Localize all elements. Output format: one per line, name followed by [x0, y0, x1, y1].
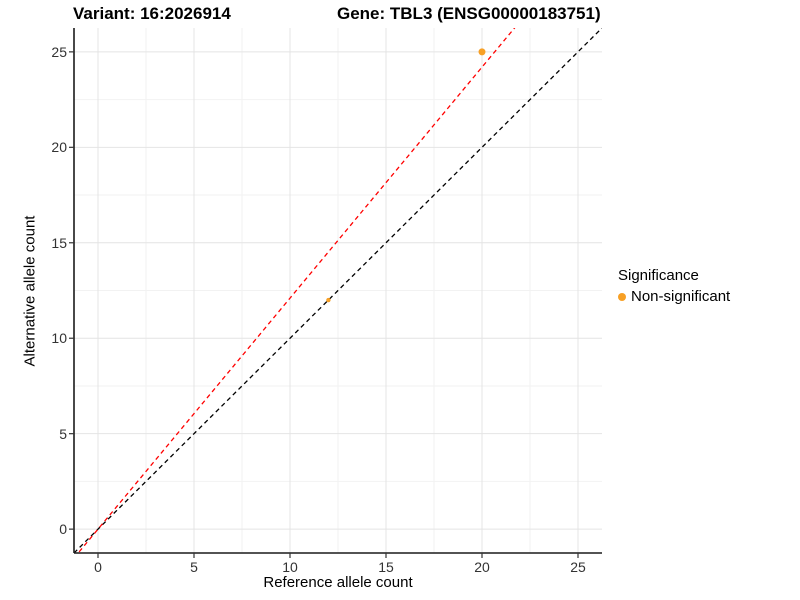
allelic-ratio-line: [77, 28, 516, 553]
gene-title: Gene: TBL3 (ENSG00000183751): [337, 4, 601, 23]
x-tick-label: 15: [378, 559, 394, 575]
y-tick-label: 10: [51, 330, 67, 347]
y-axis-title: Alternative allele count: [21, 215, 39, 367]
legend-item-non-significant: Non-significant: [618, 288, 730, 305]
non-significant-point-icon: [618, 292, 626, 301]
x-tick-label: 25: [570, 559, 586, 575]
x-tick-label: 20: [474, 559, 490, 575]
identity-line: [74, 28, 602, 553]
x-axis-title: Reference allele count: [263, 574, 413, 591]
y-tick-label: 20: [51, 139, 67, 156]
variant-title: Variant: 16:2026914: [73, 4, 231, 23]
y-tick-label: 15: [51, 234, 67, 251]
y-tick-label: 0: [59, 521, 67, 538]
y-tick-label: 5: [59, 425, 67, 442]
legend-item-label: Non-significant: [631, 288, 731, 305]
data-point: [326, 297, 331, 303]
y-tick-label: 25: [51, 43, 67, 60]
legend: Significance Non-significant: [618, 267, 730, 305]
x-tick-label: 5: [190, 559, 198, 575]
x-tick-label: 10: [282, 559, 298, 575]
legend-title: Significance: [618, 267, 699, 284]
x-tick-label: 0: [94, 559, 102, 575]
data-point: [478, 48, 486, 56]
